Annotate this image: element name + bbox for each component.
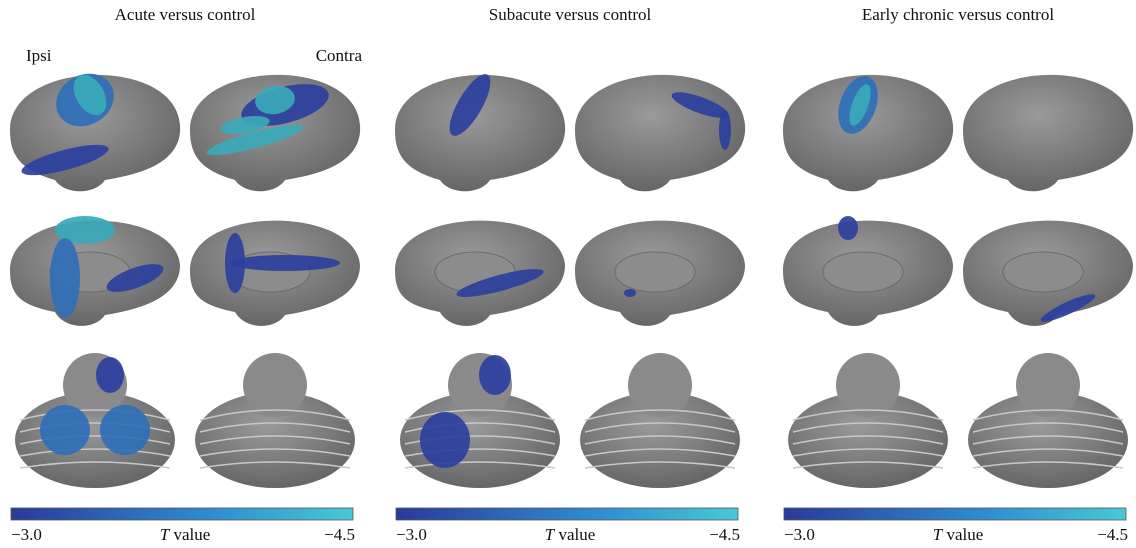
activation-patch <box>719 110 731 150</box>
corpus-callosum <box>823 252 903 292</box>
colorbar-title: T value <box>160 525 211 544</box>
colorbar-label: value <box>173 525 210 544</box>
brain-lateral <box>963 75 1133 191</box>
activation-patch <box>230 255 340 271</box>
activation-patch <box>624 289 636 297</box>
brainstem <box>243 353 307 417</box>
corpus-callosum <box>615 252 695 292</box>
colorbar-min-label: −3.0 <box>11 525 42 544</box>
activation-patch <box>838 216 858 240</box>
colorbar-symbol: T <box>160 525 171 544</box>
activation-patch <box>420 412 470 468</box>
colorbar-max-label: −4.5 <box>709 525 740 544</box>
colorbar-label: value <box>946 525 983 544</box>
colorbar-label: value <box>558 525 595 544</box>
brainstem <box>836 353 900 417</box>
corpus-callosum <box>1003 252 1083 292</box>
activation-patch <box>479 355 511 395</box>
activation-patch <box>40 405 90 455</box>
panel-title: Acute versus control <box>115 5 256 24</box>
colorbar-max-label: −4.5 <box>324 525 355 544</box>
activation-patch <box>225 233 245 293</box>
panel-title: Subacute versus control <box>489 5 652 24</box>
colorbar-min-label: −3.0 <box>784 525 815 544</box>
panel-title: Early chronic versus control <box>862 5 1054 24</box>
brainstem <box>628 353 692 417</box>
activation-patch <box>100 405 150 455</box>
hemisphere-label: Ipsi <box>26 46 52 65</box>
hemisphere-label: Contra <box>316 46 363 65</box>
activation-patch <box>96 357 124 393</box>
colorbar-title: T value <box>545 525 596 544</box>
colorbar-max-label: −4.5 <box>1097 525 1128 544</box>
activation-patch <box>50 238 80 318</box>
colorbar-title: T value <box>933 525 984 544</box>
colorbar <box>11 508 353 520</box>
colorbar-symbol: T <box>933 525 944 544</box>
colorbar-symbol: T <box>545 525 556 544</box>
colorbar <box>396 508 738 520</box>
colorbar <box>784 508 1126 520</box>
brainstem <box>1016 353 1080 417</box>
colorbar-min-label: −3.0 <box>396 525 427 544</box>
figure: Ipsi Contra Acute versus control −3.0 T va… <box>0 0 1136 548</box>
